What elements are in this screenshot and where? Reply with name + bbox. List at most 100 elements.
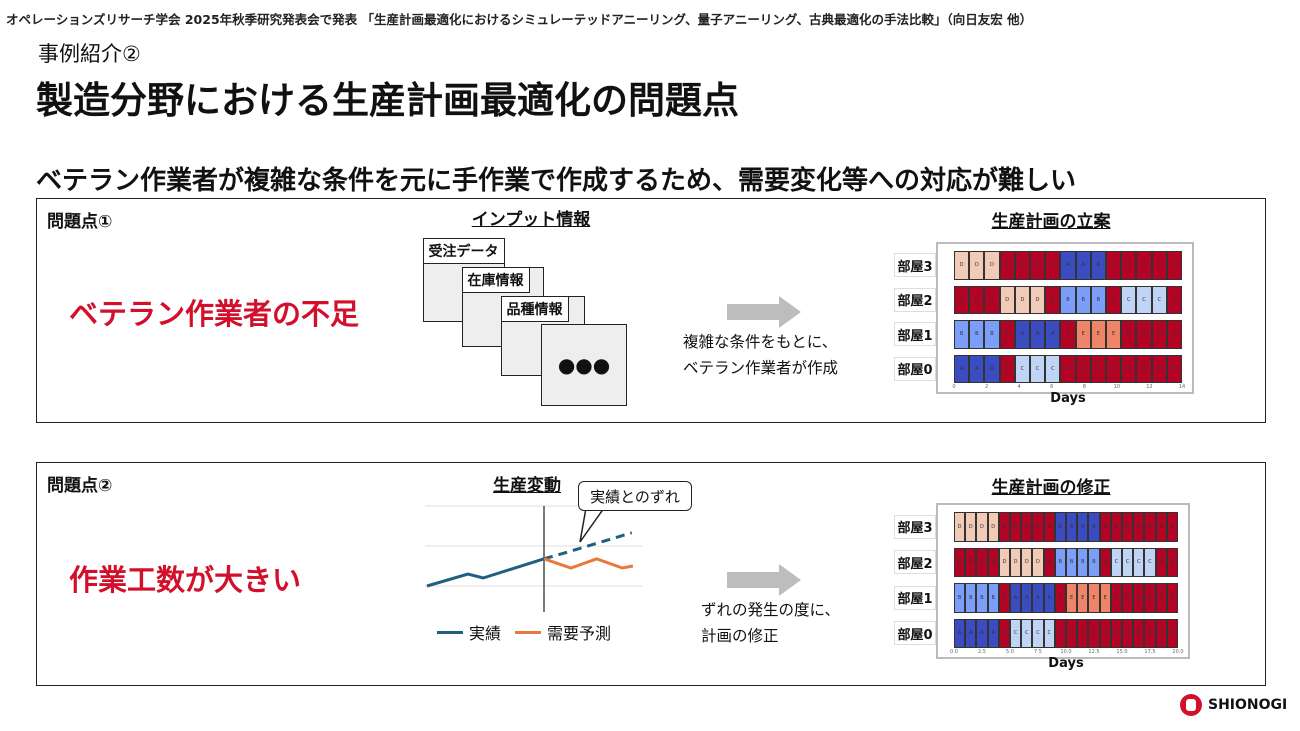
- schedule-cell-R: R: [1010, 512, 1022, 542]
- problem2-label: 問題点②: [47, 476, 113, 496]
- schedule-cell-R: R: [987, 547, 999, 577]
- schedule-cell-D: D: [1021, 547, 1033, 577]
- schedule-cell-R: R: [1045, 285, 1061, 314]
- schedule-cell-R: R: [1155, 512, 1167, 542]
- schedule-cell-B: B: [987, 583, 999, 613]
- schedule-cell-R: R: [1166, 583, 1178, 613]
- schedule-cell-C: C: [1014, 354, 1030, 383]
- schedule-cell-C: C: [1043, 618, 1055, 648]
- production-chart-title: 生産変動: [493, 476, 561, 496]
- schedule-cell-C: C: [1121, 285, 1137, 314]
- schedule-cell-C: C: [1133, 547, 1145, 577]
- problem2-panel: 問題点② 作業工数が大きい 生産変動 ずれの発生の度に、 計画の修正 生産計画の…: [36, 462, 1266, 686]
- x-tick-label: 4: [1017, 384, 1021, 390]
- schedule-cell-D: D: [965, 512, 977, 542]
- schedule-cell-R: R: [1122, 512, 1134, 542]
- doc-label: 受注データ: [422, 237, 505, 264]
- production-line-chart: [425, 505, 642, 612]
- schedule-cell-B: B: [954, 320, 970, 349]
- schedule-cell-B: B: [969, 320, 985, 349]
- schedule-cell-R: R: [1166, 320, 1182, 349]
- schedule-cell-R: R: [1121, 354, 1137, 383]
- x-tick-label: 20.0: [1172, 649, 1184, 655]
- schedule-cell-R: R: [999, 354, 1015, 383]
- schedule-cell-R: R: [1151, 320, 1167, 349]
- schedule-cell-D: D: [976, 512, 988, 542]
- schedule-cell-R: R: [1099, 512, 1111, 542]
- schedule-cell-D: D: [998, 547, 1010, 577]
- schedule-cell-R: R: [1043, 547, 1055, 577]
- schedule-cell-B: B: [1088, 547, 1100, 577]
- schedule-cell-R: R: [1122, 618, 1134, 648]
- schedule-cell-R: R: [1106, 354, 1122, 383]
- schedule-cell-R: R: [1110, 618, 1122, 648]
- schedule-cell-A: A: [1014, 320, 1030, 349]
- schedule-cell-B: B: [1090, 285, 1106, 314]
- schedule-cell-D: D: [1030, 285, 1046, 314]
- schedule-cell-B: B: [965, 583, 977, 613]
- schedule-cell-A: A: [987, 618, 999, 648]
- schedule-cell-A: A: [1021, 583, 1033, 613]
- schedule-cell-R: R: [1014, 251, 1030, 280]
- schedule-cell-B: B: [1075, 285, 1091, 314]
- schedule-cell-R: R: [1066, 618, 1078, 648]
- schedule-cell-B: B: [1060, 285, 1076, 314]
- logo-mark-icon: [1180, 694, 1202, 716]
- schedule-cell-C: C: [1030, 354, 1046, 383]
- x-tick-label: 7.5: [1034, 649, 1042, 655]
- schedule-cell-D: D: [1032, 547, 1044, 577]
- schedule-cell-C: C: [1010, 618, 1022, 648]
- schedule-cell-R: R: [1032, 512, 1044, 542]
- schedule-cell-R: R: [1136, 251, 1152, 280]
- schedule-cell-A: A: [1054, 512, 1066, 542]
- problem2-headline: 作業工数が大きい: [69, 563, 302, 597]
- schedule-cell-D: D: [969, 251, 985, 280]
- x-tick-label: 6: [1050, 384, 1054, 390]
- schedule-cell-B: B: [984, 320, 1000, 349]
- room-label: 部屋0: [894, 356, 936, 381]
- schedule-cell-E: E: [1066, 583, 1078, 613]
- schedule-cell-R: R: [965, 547, 977, 577]
- input-title: インプット情報: [471, 210, 591, 230]
- schedule-cell-R: R: [1155, 583, 1167, 613]
- schedule-cell-D: D: [984, 251, 1000, 280]
- schedule-cell-R: R: [969, 285, 985, 314]
- callout-pointer: [579, 508, 605, 543]
- schedule-cell-R: R: [1054, 618, 1066, 648]
- schedule-cell-B: B: [1077, 547, 1089, 577]
- schedule-cell-A: A: [965, 618, 977, 648]
- header-citation: オペレーションズリサーチ学会 2025年秋季研究発表会で発表 「生産計画最適化に…: [6, 12, 1033, 27]
- schedule-cell-R: R: [1151, 251, 1167, 280]
- schedule-cell-R: R: [1099, 618, 1111, 648]
- schedule-cell-D: D: [999, 285, 1015, 314]
- schedule-cell-R: R: [1099, 547, 1111, 577]
- problem1-label: 問題点①: [47, 212, 113, 232]
- gantt-chart-revised: 部屋3 D D D D R R R R R A A A A R R R R R R R 部屋2 R R R R D D D D R B B B B R…: [894, 503, 1190, 675]
- schedule-cell-R: R: [1155, 547, 1167, 577]
- x-tick-label: 8: [1082, 384, 1086, 390]
- schedule-cell-R: R: [954, 285, 970, 314]
- schedule-cell-R: R: [999, 251, 1015, 280]
- doc-more: ●●●: [541, 324, 627, 406]
- x-tick-label: 12.5: [1088, 649, 1100, 655]
- schedule-cell-A: A: [954, 354, 970, 383]
- schedule-cell-R: R: [984, 285, 1000, 314]
- x-tick-label: 0: [952, 384, 956, 390]
- schedule-cell-E: E: [1077, 583, 1089, 613]
- schedule-cell-R: R: [998, 618, 1010, 648]
- schedule-cell-C: C: [1021, 618, 1033, 648]
- schedule-cell-A: A: [1045, 320, 1061, 349]
- schedule-cell-R: R: [1090, 354, 1106, 383]
- case-label: 事例紹介②: [38, 42, 141, 66]
- schedule-cell-R: R: [1121, 251, 1137, 280]
- schedule-cell-R: R: [1133, 618, 1145, 648]
- schedule-cell-R: R: [999, 320, 1015, 349]
- chart-legend: 実績 需要予測: [437, 620, 611, 644]
- gantt-chart-plan: 部屋3 D D D R R R R A A A R R R R R 部屋2 R R R D D D R B B B R C C C R 部屋1 B…: [894, 242, 1194, 410]
- schedule-cell-R: R: [1133, 583, 1145, 613]
- schedule-cell-C: C: [1032, 618, 1044, 648]
- schedule-cell-R: R: [1166, 618, 1178, 648]
- logo-text: SHIONOGI: [1208, 697, 1288, 713]
- schedule-cell-R: R: [1106, 251, 1122, 280]
- schedule-cell-A: A: [1077, 512, 1089, 542]
